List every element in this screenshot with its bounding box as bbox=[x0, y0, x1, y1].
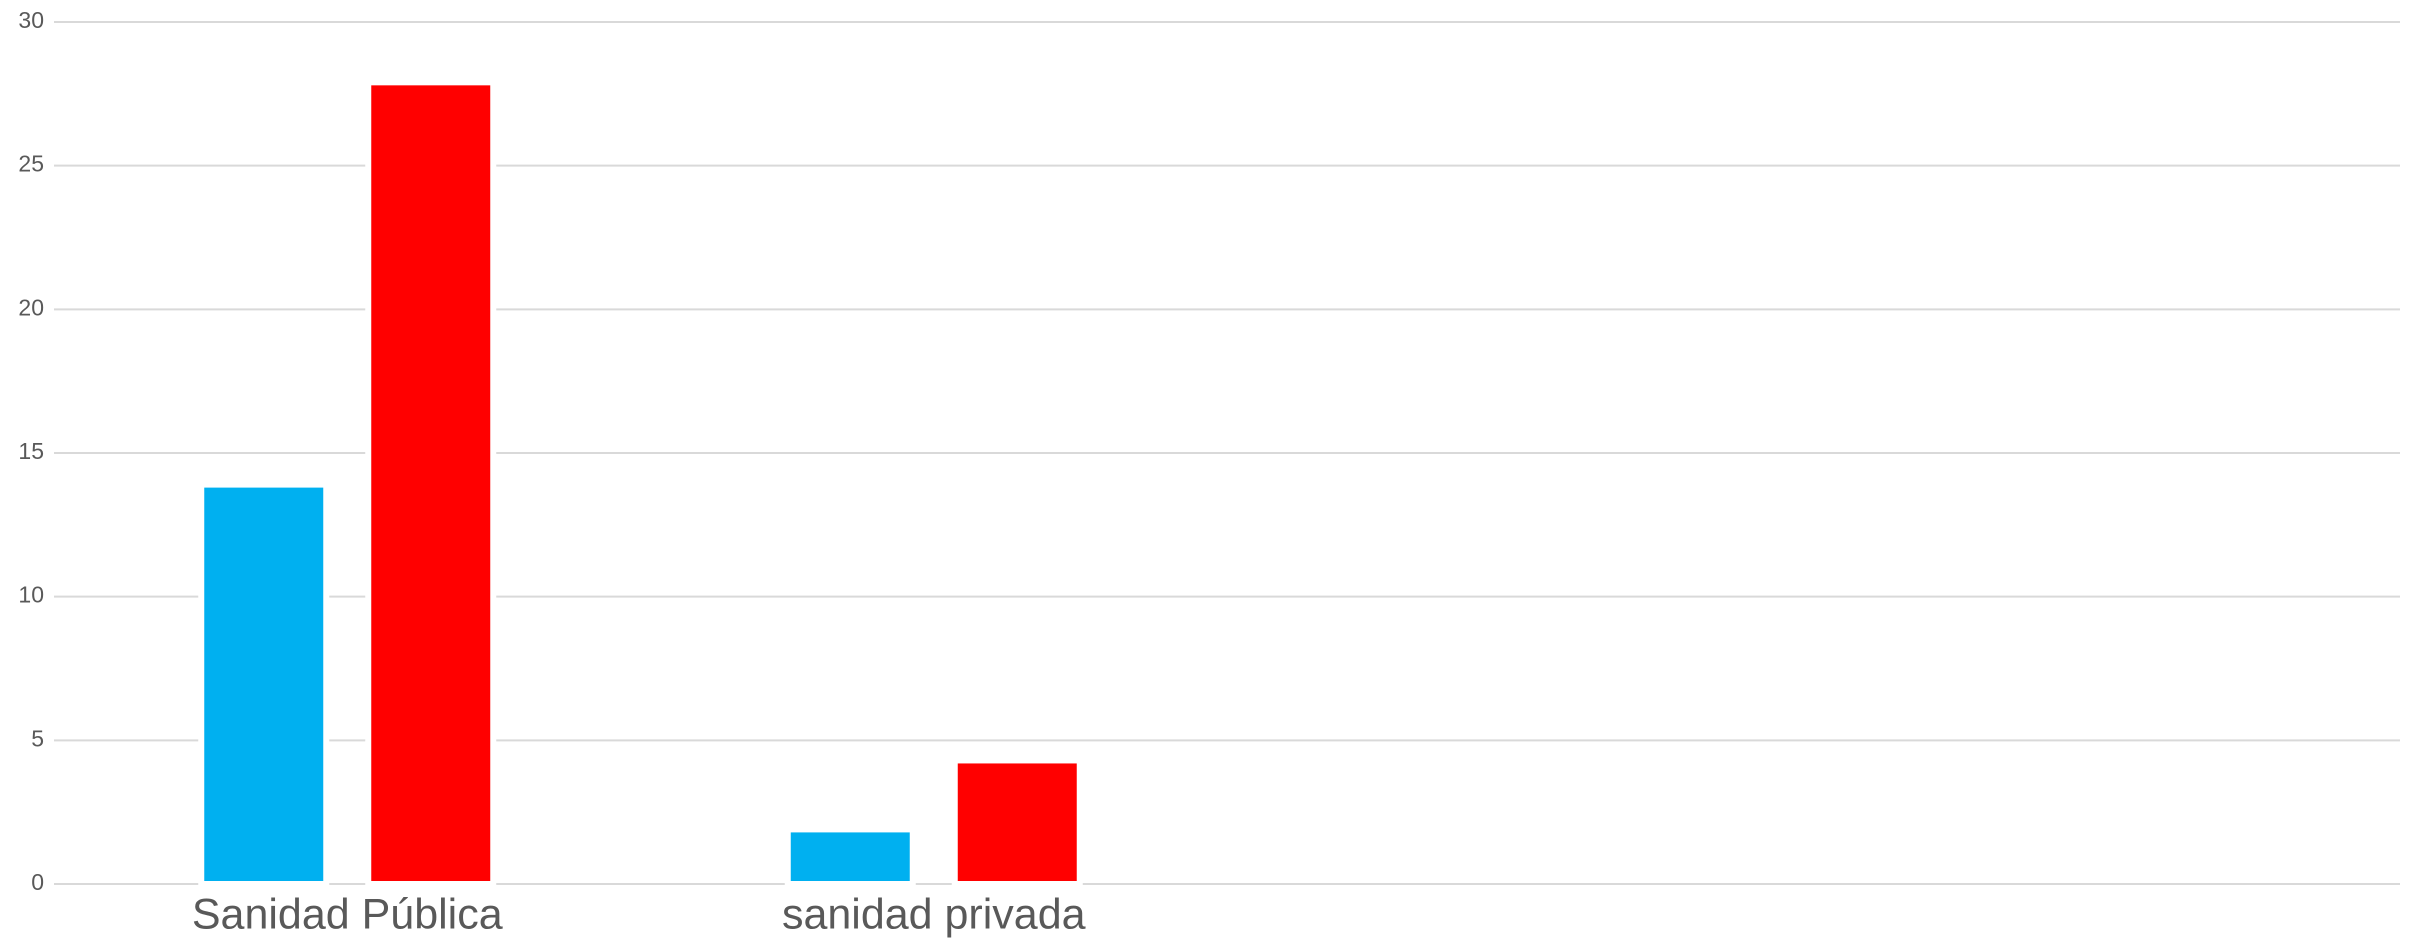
y-tick-label: 0 bbox=[31, 869, 44, 895]
bar bbox=[951, 757, 1083, 887]
y-tick-label: 20 bbox=[18, 294, 44, 320]
x-tick-label: Sanidad Pública bbox=[192, 890, 503, 938]
bar bbox=[365, 79, 497, 887]
y-tick-label: 25 bbox=[18, 151, 44, 177]
bar bbox=[784, 826, 916, 888]
y-tick-label: 5 bbox=[31, 725, 44, 751]
y-tick-label: 30 bbox=[18, 7, 44, 33]
y-tick-label: 15 bbox=[18, 438, 44, 464]
x-tick-label: sanidad privada bbox=[782, 890, 1086, 938]
y-tick-label: 10 bbox=[18, 582, 44, 608]
bar bbox=[198, 481, 330, 887]
